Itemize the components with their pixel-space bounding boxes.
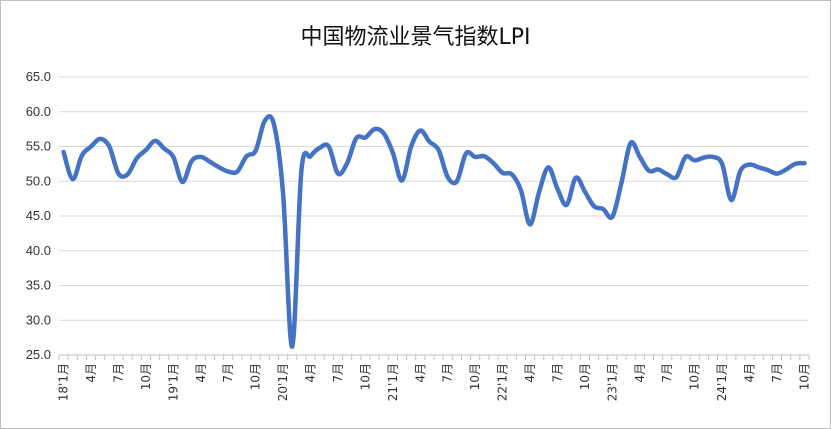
x-tick-label: 7月 xyxy=(111,363,125,383)
x-tick-label: 4月 xyxy=(743,363,757,383)
x-tick-label: 7月 xyxy=(221,363,235,383)
series-line xyxy=(61,114,807,349)
x-tick-label: 7月 xyxy=(441,363,455,383)
x-tick-label: 20'1月 xyxy=(276,363,290,401)
x-tick-label: 7月 xyxy=(660,363,674,383)
y-tick-label: 55.0 xyxy=(26,139,51,154)
y-tick-label: 45.0 xyxy=(26,208,51,223)
y-tick-label: 40.0 xyxy=(26,243,51,258)
y-tick-label: 25.0 xyxy=(26,347,51,362)
x-tick-label: 7月 xyxy=(770,363,784,383)
x-tick-label: 10月 xyxy=(688,363,702,390)
x-tick-label: 4月 xyxy=(523,363,537,383)
chart-title: 中国物流业景气指数LPI xyxy=(300,25,531,50)
x-tick-label: 22'1月 xyxy=(496,363,510,401)
x-tick-label: 4月 xyxy=(194,363,208,383)
x-tick-label: 18'1月 xyxy=(57,363,71,401)
x-tick-label: 4月 xyxy=(633,363,647,383)
x-tick-label: 10月 xyxy=(797,363,811,390)
y-tick-label: 60.0 xyxy=(26,104,51,119)
x-tick-label: 10月 xyxy=(358,363,372,390)
x-tick-label: 10月 xyxy=(249,363,263,390)
x-tick-label: 10月 xyxy=(139,363,153,390)
y-tick-label: 35.0 xyxy=(26,278,51,293)
x-tick-label: 10月 xyxy=(468,363,482,390)
x-tick-label: 23'1月 xyxy=(605,363,619,401)
x-tick-label: 7月 xyxy=(331,363,345,383)
y-tick-label: 65.0 xyxy=(26,69,51,84)
y-tick-label: 30.0 xyxy=(26,312,51,327)
x-tick-label: 4月 xyxy=(304,363,318,383)
x-tick-label: 24'1月 xyxy=(715,363,729,401)
x-tick-label: 19'1月 xyxy=(166,363,180,401)
x-tick-label: 4月 xyxy=(84,363,98,383)
x-tick-label: 10月 xyxy=(578,363,592,390)
x-tick-label: 21'1月 xyxy=(386,363,400,401)
x-tick-label: 7月 xyxy=(550,363,564,383)
y-tick-label: 50.0 xyxy=(26,173,51,188)
x-tick-label: 4月 xyxy=(413,363,427,383)
